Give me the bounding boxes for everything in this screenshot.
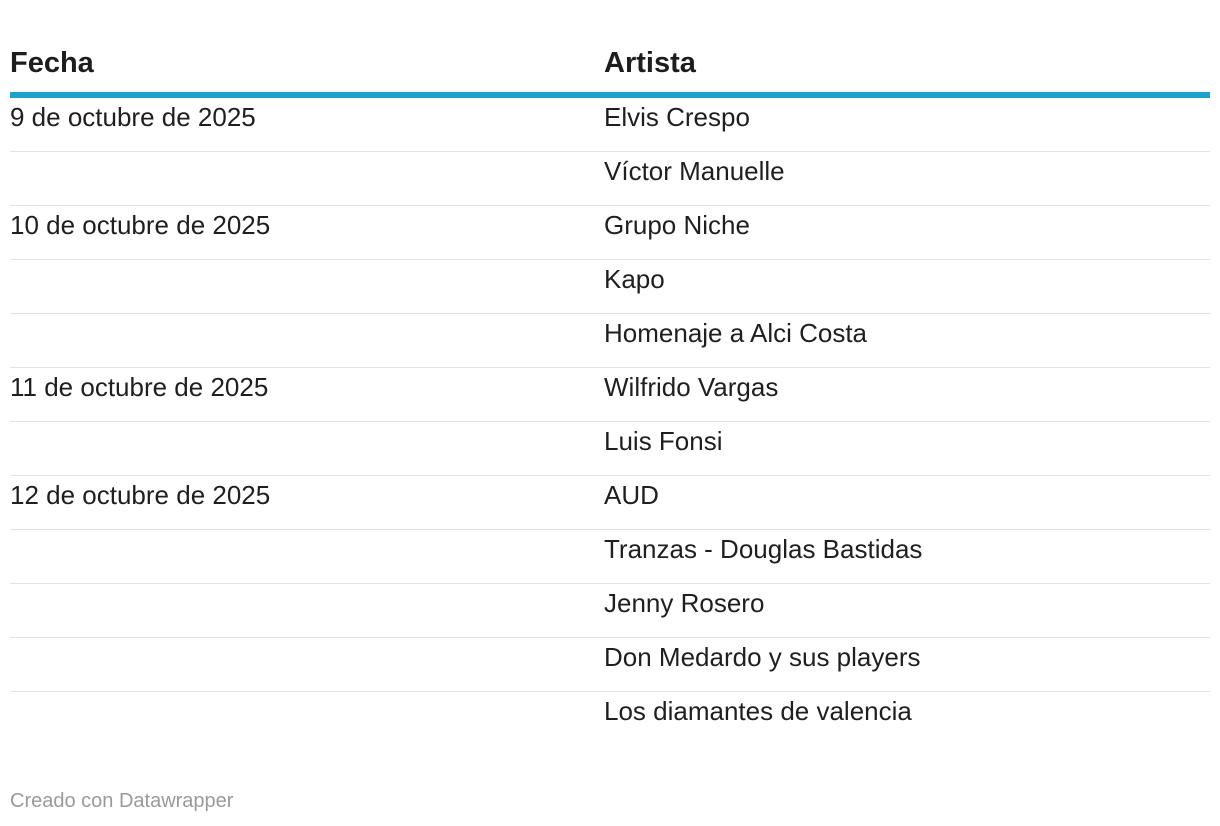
table-row: 12 de octubre de 2025 AUD — [10, 476, 1210, 530]
cell-artista: Víctor Manuelle — [604, 156, 785, 186]
table-header: Fecha Artista — [10, 36, 1210, 98]
table-row: Luis Fonsi — [10, 422, 1210, 476]
cell-fecha — [10, 306, 604, 367]
cell-fecha — [10, 576, 604, 637]
cell-fecha — [10, 144, 604, 205]
cell-artista: Tranzas - Douglas Bastidas — [604, 534, 923, 564]
cell-fecha — [10, 252, 604, 313]
table-row: 11 de octubre de 2025 Wilfrido Vargas — [10, 368, 1210, 422]
cell-artista: Wilfrido Vargas — [604, 372, 779, 402]
cell-fecha: 11 de octubre de 2025 — [10, 372, 269, 402]
cell-artista: Elvis Crespo — [604, 102, 750, 132]
cell-artista: AUD — [604, 480, 659, 510]
table-row: Víctor Manuelle — [10, 152, 1210, 206]
column-header-fecha[interactable]: Fecha — [10, 47, 94, 79]
cell-fecha — [10, 522, 604, 583]
cell-fecha: 12 de octubre de 2025 — [10, 480, 271, 510]
cell-fecha — [10, 684, 604, 746]
table-body: 9 de octubre de 2025 Elvis Crespo Víctor… — [10, 98, 1210, 746]
cell-artista: Kapo — [604, 264, 665, 294]
table-row: Don Medardo y sus players — [10, 638, 1210, 692]
schedule-table: Fecha Artista 9 de octubre de 2025 Elvis… — [10, 36, 1210, 746]
cell-fecha — [10, 414, 604, 475]
table-row: Homenaje a Alci Costa — [10, 314, 1210, 368]
column-header-artista[interactable]: Artista — [604, 47, 696, 79]
table-row: 9 de octubre de 2025 Elvis Crespo — [10, 98, 1210, 152]
datawrapper-credit[interactable]: Creado con Datawrapper — [10, 790, 234, 812]
table-row: Tranzas - Douglas Bastidas — [10, 530, 1210, 584]
cell-fecha: 9 de octubre de 2025 — [10, 102, 256, 132]
cell-artista: Luis Fonsi — [604, 426, 723, 456]
cell-fecha: 10 de octubre de 2025 — [10, 210, 271, 240]
cell-artista: Jenny Rosero — [604, 588, 765, 618]
cell-artista: Don Medardo y sus players — [604, 642, 921, 672]
cell-fecha — [10, 630, 604, 691]
table-row: 10 de octubre de 2025 Grupo Niche — [10, 206, 1210, 260]
cell-artista: Homenaje a Alci Costa — [604, 318, 868, 348]
cell-artista: Grupo Niche — [604, 210, 750, 240]
cell-artista: Los diamantes de valencia — [604, 696, 912, 726]
table-row: Kapo — [10, 260, 1210, 314]
table-row: Jenny Rosero — [10, 584, 1210, 638]
table-row: Los diamantes de valencia — [10, 692, 1210, 746]
